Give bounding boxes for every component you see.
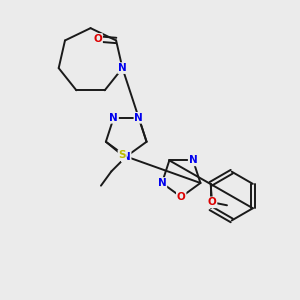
Text: N: N [158, 178, 166, 188]
Text: N: N [189, 155, 197, 165]
Text: N: N [118, 63, 127, 73]
Text: S: S [118, 150, 126, 160]
Text: N: N [134, 113, 143, 123]
Text: N: N [109, 113, 118, 123]
Text: O: O [208, 197, 217, 207]
Text: N: N [122, 152, 130, 161]
Text: O: O [177, 192, 186, 202]
Text: O: O [93, 34, 102, 44]
